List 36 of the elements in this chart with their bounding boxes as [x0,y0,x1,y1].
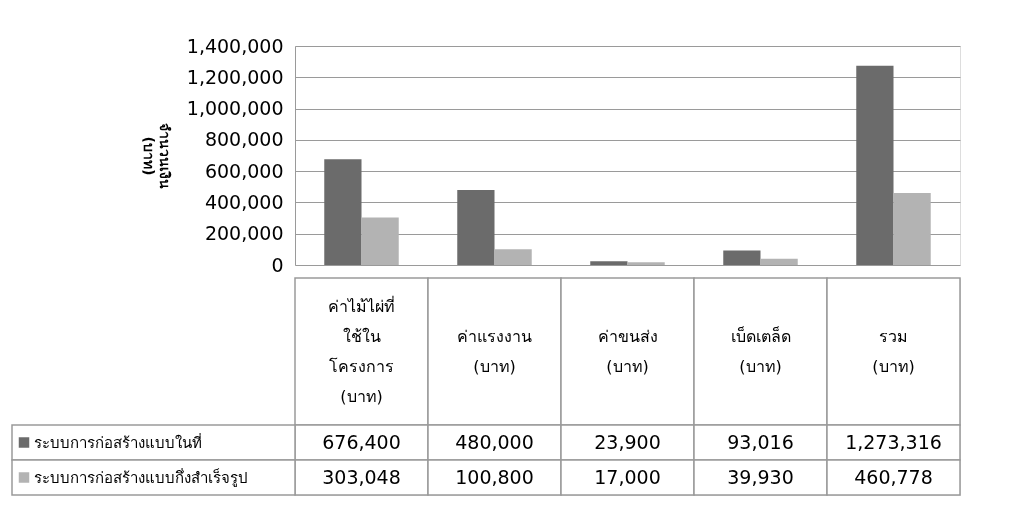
y-tick-label: 200,000 [204,222,284,245]
bar [590,261,628,265]
bar [627,262,665,265]
data-label: 39,930 [727,465,794,488]
bar [361,217,399,265]
y-tick-label: 1,000,000 [186,97,284,120]
bar [723,250,761,265]
data-label: 303,048 [322,465,401,488]
x-tick-label: เบ็ดเตล็ด (บาท) [730,325,791,376]
data-label: 100,800 [455,465,534,488]
bar [324,159,362,265]
data-label: 460,778 [854,465,933,488]
y-tick-label: 600,000 [204,159,284,182]
data-label: 93,016 [727,430,794,453]
y-tick-label: 800,000 [204,128,284,151]
y-tick-label: 1,400,000 [186,34,284,57]
x-tick-label: ค่าขนส่ง (บาท) [597,326,658,376]
y-axis-title: จำนวนเงิน (บาท) [140,123,173,189]
y-tick-label: 400,000 [204,190,284,213]
x-tick-label: รวม (บาท) [872,326,915,376]
bar [893,192,931,265]
y-tick-label: 1,200,000 [186,65,284,88]
x-tick-label: ค่าไม้ไผ่ที่ ใช้ใน โครงการ (บาท) [328,294,395,406]
bar [494,249,532,265]
bar [760,258,798,265]
x-tick-label: ค่าแรงงาน (บาท) [457,326,532,376]
data-label: 480,000 [455,430,534,453]
bar [457,189,495,265]
data-label: 1,273,316 [845,430,942,453]
legend-label: ระบบการก่อสร้างแบบในที่ [34,431,202,452]
data-label: 17,000 [594,465,661,488]
y-tick-label: 0 [271,253,284,276]
data-label: 23,900 [594,430,661,453]
legend-label: ระบบการก่อสร้างแบบกึ่งสำเร็จรูป [34,466,248,487]
bar [856,65,894,265]
data-label: 676,400 [322,430,401,453]
